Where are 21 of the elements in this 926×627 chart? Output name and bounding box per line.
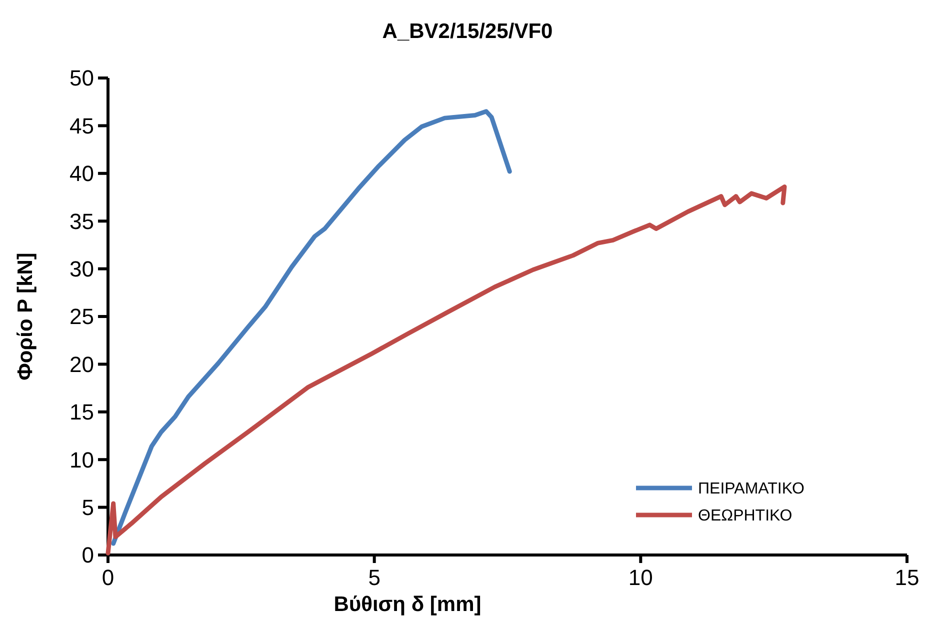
legend-label: ΠΕΙΡΑΜΑΤΙΚΟ [698,480,804,498]
x-tick-label: 0 [102,565,114,590]
x-tick-label: 15 [894,565,920,590]
y-axis-title: Φορίο P [kN] [14,252,37,380]
line-series [111,109,512,546]
y-tick-label: 30 [70,256,94,282]
y-tick-label: 10 [70,447,94,472]
y-tick-label: 5 [82,495,94,520]
legend-label: ΘΕΩΡΗΤΙΚΟ [698,508,792,525]
y-tick-label: 20 [70,352,94,377]
x-tick-label: 10 [628,565,653,590]
y-tick-label: 40 [70,161,94,186]
y-tick-label: 50 [70,66,94,91]
y-tick-label: 15 [70,400,94,425]
y-tick-label: 45 [70,113,94,138]
y-tick-label: 25 [70,304,94,330]
x-tick-label: 5 [368,565,380,590]
chart-title: A_BV2/15/25/VF0 [382,20,553,43]
y-tick-label: 0 [82,542,94,568]
y-tick-label: 35 [70,208,94,234]
x-axis-title: Βύθιση δ [mm] [334,593,482,616]
